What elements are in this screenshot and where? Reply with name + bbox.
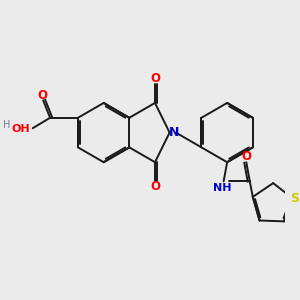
Text: O: O [241,151,251,164]
Text: H: H [3,120,10,130]
Text: S: S [290,192,299,205]
Text: N: N [169,126,179,139]
Text: O: O [38,88,47,102]
Text: O: O [150,180,160,193]
Text: O: O [150,72,160,85]
Text: OH: OH [11,124,30,134]
Text: NH: NH [213,183,231,193]
